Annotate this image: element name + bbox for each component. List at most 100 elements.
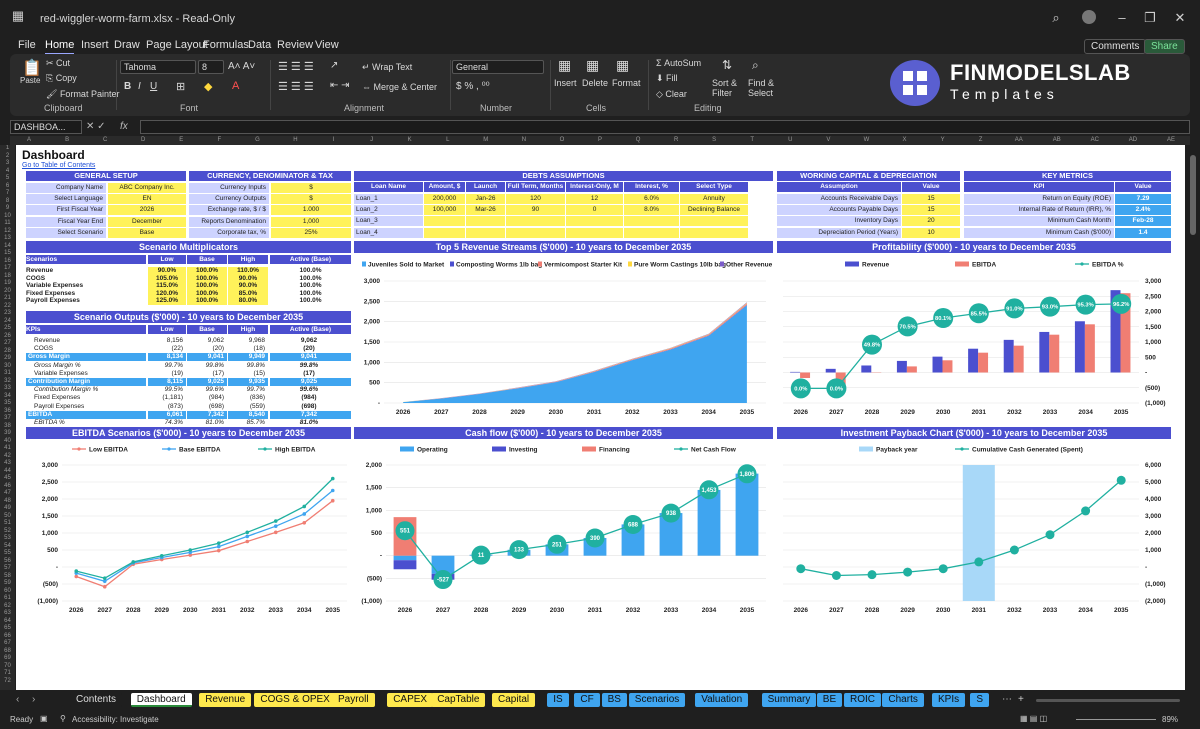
underline-icon[interactable]: U <box>150 81 158 92</box>
row-header[interactable]: 55 <box>4 550 11 556</box>
tab-be[interactable]: BE <box>816 693 843 707</box>
fill-color-icon[interactable]: ◆ <box>204 81 213 93</box>
currency-icon[interactable]: $ % , ⁰⁰ <box>456 81 490 92</box>
copy-button[interactable]: ⎘ Copy <box>46 73 77 84</box>
autosum-button[interactable]: Σ AutoSum <box>656 58 701 68</box>
dashboard-sheet[interactable]: Dashboard Go to Table of Contents GENERA… <box>16 145 1185 690</box>
row-header[interactable]: 28 <box>4 347 11 354</box>
row-header[interactable]: 5 <box>5 175 10 181</box>
restore-icon[interactable]: ❐ <box>1144 10 1156 25</box>
tab-contents[interactable]: Contents <box>70 693 123 707</box>
row-header[interactable]: 51 <box>4 520 11 526</box>
more-tabs-icon[interactable]: ⋯ <box>1002 694 1012 705</box>
row-header[interactable]: 49 <box>4 505 11 511</box>
font-color-icon[interactable]: A <box>232 80 240 92</box>
row-header[interactable]: 60 <box>4 587 11 594</box>
row-header[interactable]: 7 <box>5 190 10 196</box>
row-header[interactable]: 57 <box>4 565 11 571</box>
column-header[interactable]: F <box>217 137 222 143</box>
share-button[interactable]: Share <box>1144 39 1185 54</box>
search-icon[interactable]: ⌕ <box>1052 10 1060 25</box>
row-header[interactable]: 1 <box>5 145 10 151</box>
row-header[interactable]: 66 <box>4 632 11 639</box>
tab-cf[interactable]: CF <box>574 693 600 707</box>
column-header[interactable]: Q <box>635 137 641 143</box>
tab-nav-next-icon[interactable]: › <box>32 694 36 705</box>
name-box[interactable]: DASHBOA... <box>10 120 82 134</box>
row-header[interactable]: 45 <box>4 475 11 481</box>
row-header[interactable]: 11 <box>4 220 11 226</box>
row-header[interactable]: 65 <box>4 625 11 631</box>
column-header[interactable]: V <box>826 137 831 143</box>
column-header[interactable]: AE <box>1166 137 1175 143</box>
row-header[interactable]: 16 <box>4 257 11 264</box>
column-header[interactable]: L <box>446 137 450 143</box>
row-header[interactable]: 18 <box>4 272 11 279</box>
row-header[interactable]: 35 <box>4 400 11 406</box>
column-header[interactable]: E <box>179 137 184 143</box>
row-header[interactable]: 24 <box>4 317 11 324</box>
wrap-text-button[interactable]: ↵ Wrap Text <box>362 62 412 73</box>
row-header[interactable]: 23 <box>4 310 11 316</box>
indent-icon[interactable]: ⇤ ⇥ <box>330 80 350 91</box>
menu-draw[interactable]: Draw <box>114 39 140 51</box>
row-header[interactable]: 71 <box>4 670 11 676</box>
fill-button[interactable]: ⬇ Fill <box>656 73 678 84</box>
column-header[interactable]: S <box>712 137 717 143</box>
column-header[interactable]: A <box>27 137 32 143</box>
row-header[interactable]: 44 <box>4 467 11 474</box>
row-header[interactable]: 6 <box>5 182 10 189</box>
tab-capital[interactable]: Capital <box>492 693 536 707</box>
column-header[interactable]: G <box>255 137 260 143</box>
scroll-thumb[interactable] <box>1190 155 1196 235</box>
column-header[interactable]: AB <box>1052 137 1061 143</box>
format-painter-button[interactable]: 🖌 Format Painter <box>46 89 119 100</box>
column-header[interactable]: N <box>521 137 527 143</box>
fx-icon[interactable]: fx <box>120 121 128 132</box>
formula-input[interactable] <box>140 120 1190 134</box>
row-header[interactable]: 12 <box>4 227 11 234</box>
row-header[interactable]: 58 <box>4 572 11 579</box>
menu-review[interactable]: Review <box>277 39 314 51</box>
tab-charts[interactable]: Charts <box>882 693 924 707</box>
row-header[interactable]: 15 <box>4 250 11 256</box>
row-header[interactable]: 32 <box>4 377 11 384</box>
row-header[interactable]: 8 <box>5 197 10 204</box>
column-header[interactable]: AA <box>1014 137 1023 143</box>
row-header[interactable]: 43 <box>4 460 11 466</box>
cut-button[interactable]: ✂ Cut <box>46 58 70 69</box>
row-header[interactable]: 22 <box>4 302 11 309</box>
column-header[interactable]: Z <box>978 137 983 143</box>
row-header[interactable]: 10 <box>4 212 11 219</box>
row-header[interactable]: 46 <box>4 482 11 489</box>
row-header[interactable]: 39 <box>4 430 11 436</box>
menu-page-layout[interactable]: Page Layout <box>146 39 208 51</box>
close-icon[interactable]: ✕ <box>1174 10 1186 25</box>
tab-cogs-opex[interactable]: COGS & OPEX <box>254 693 336 707</box>
column-header[interactable]: P <box>597 137 602 143</box>
column-header[interactable]: M <box>483 137 489 143</box>
tab-capex[interactable]: CAPEX <box>387 693 434 707</box>
menu-view[interactable]: View <box>315 39 339 51</box>
menu-formulas[interactable]: Formulas <box>203 39 249 51</box>
tab-dashboard[interactable]: Dashboard <box>130 693 192 707</box>
row-header[interactable]: 67 <box>4 640 11 646</box>
tab-bs[interactable]: BS <box>601 693 627 707</box>
column-header[interactable]: J <box>370 137 374 143</box>
column-header[interactable]: I <box>332 137 335 143</box>
tab-s[interactable]: S <box>970 693 990 707</box>
row-header[interactable]: 34 <box>4 392 11 399</box>
menu-insert[interactable]: Insert <box>81 39 109 51</box>
zoom-level[interactable]: 89% <box>1162 715 1179 724</box>
row-header[interactable]: 70 <box>4 662 11 669</box>
row-header[interactable]: 56 <box>4 557 11 564</box>
font-name-select[interactable]: Tahoma <box>120 60 196 74</box>
row-header[interactable]: 17 <box>4 265 11 271</box>
menu-file[interactable]: File <box>18 39 36 51</box>
row-header[interactable]: 37 <box>4 415 11 421</box>
sort-filter-button[interactable]: Sort & Filter <box>712 78 738 98</box>
menu-home[interactable]: Home <box>45 39 75 55</box>
row-header[interactable]: 27 <box>4 340 11 346</box>
row-header[interactable]: 42 <box>4 452 11 459</box>
bold-icon[interactable]: B <box>124 81 132 92</box>
